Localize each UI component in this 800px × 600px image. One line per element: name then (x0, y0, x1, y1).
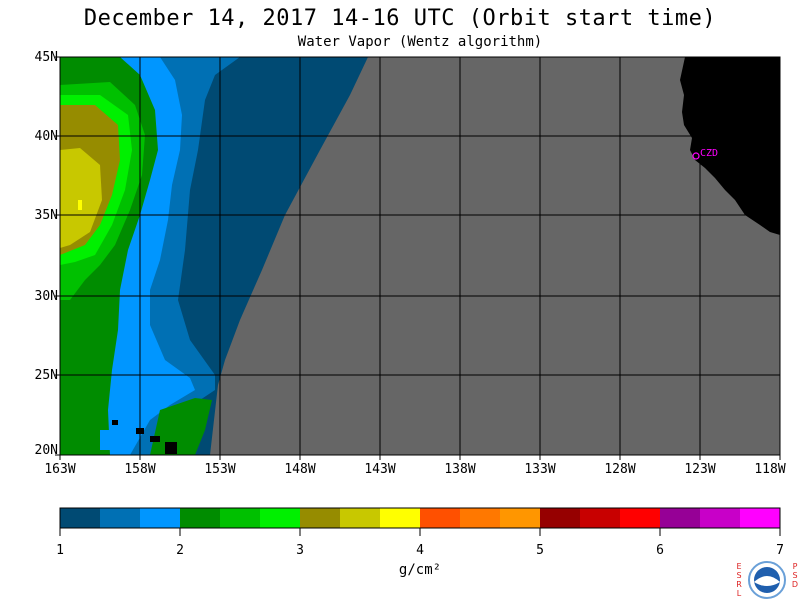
colorbar-swatch (460, 508, 501, 528)
station-label: CZD (700, 148, 718, 159)
colorbar-swatch (500, 508, 541, 528)
lon-label: 143W (364, 462, 396, 477)
lat-label: 25N (34, 368, 58, 383)
lat-label: 45N (34, 50, 58, 65)
lon-label: 148W (284, 462, 316, 477)
colorbar-tick-label: 5 (536, 543, 544, 558)
swath-blue-patch (100, 430, 130, 450)
colorbar-swatch (100, 508, 141, 528)
map-frame (59, 56, 781, 456)
lon-label: 163W (44, 462, 76, 477)
colorbar-swatch (340, 508, 381, 528)
colorbar-tick-label: 7 (776, 543, 784, 558)
noaa-emblem-icon (748, 561, 786, 599)
lon-label: 138W (444, 462, 476, 477)
colorbar-tick-label: 6 (656, 543, 664, 558)
lon-label: 118W (754, 462, 786, 477)
lat-label: 40N (34, 129, 58, 144)
colorbar-swatch (300, 508, 341, 528)
colorbar-swatch (700, 508, 741, 528)
map-title: December 14, 2017 14-16 UTC (Orbit start… (83, 6, 717, 31)
colorbar-swatch (740, 508, 781, 528)
colorbar-swatch (620, 508, 661, 528)
swath-yellow (78, 200, 82, 210)
north-america-land (680, 57, 780, 235)
lon-label: 153W (204, 462, 236, 477)
map-grid (60, 57, 780, 455)
lat-label: 30N (34, 289, 58, 304)
lon-label: 123W (684, 462, 716, 477)
colorbar-tick-label: 1 (56, 543, 64, 558)
colorbar-tick-label: 3 (296, 543, 304, 558)
colorbar-swatch (140, 508, 181, 528)
colorbar-swatch (660, 508, 701, 528)
island-hawaii (165, 442, 177, 454)
colorbar-swatch (380, 508, 421, 528)
swath-darkgreen-south (150, 398, 212, 455)
colorbar-unit: g/cm² (398, 562, 442, 578)
water-vapor-swath (60, 57, 368, 455)
colorbar-ticks (59, 528, 781, 536)
lon-label: 128W (604, 462, 636, 477)
island-maui (150, 436, 160, 442)
lat-label: 35N (34, 208, 58, 223)
colorbar-tick-label: 2 (176, 543, 184, 558)
map-subtitle: Water Vapor (Wentz algorithm) (297, 34, 543, 50)
colorbar-swatch (420, 508, 461, 528)
colorbar-swatch (540, 508, 581, 528)
colorbar-swatch (580, 508, 621, 528)
colorbar (60, 508, 781, 528)
colorbar-tick-label: 4 (416, 543, 424, 558)
island-kauai (112, 420, 118, 425)
colorbar-swatch (220, 508, 261, 528)
colorbar-swatch (260, 508, 301, 528)
swath-lightolive (60, 148, 102, 248)
lon-label: 133W (524, 462, 556, 477)
colorbar-swatch (60, 508, 101, 528)
lon-label: 158W (124, 462, 156, 477)
lat-label: 20N (34, 443, 58, 458)
colorbar-swatch (180, 508, 221, 528)
station-marker (692, 152, 700, 160)
